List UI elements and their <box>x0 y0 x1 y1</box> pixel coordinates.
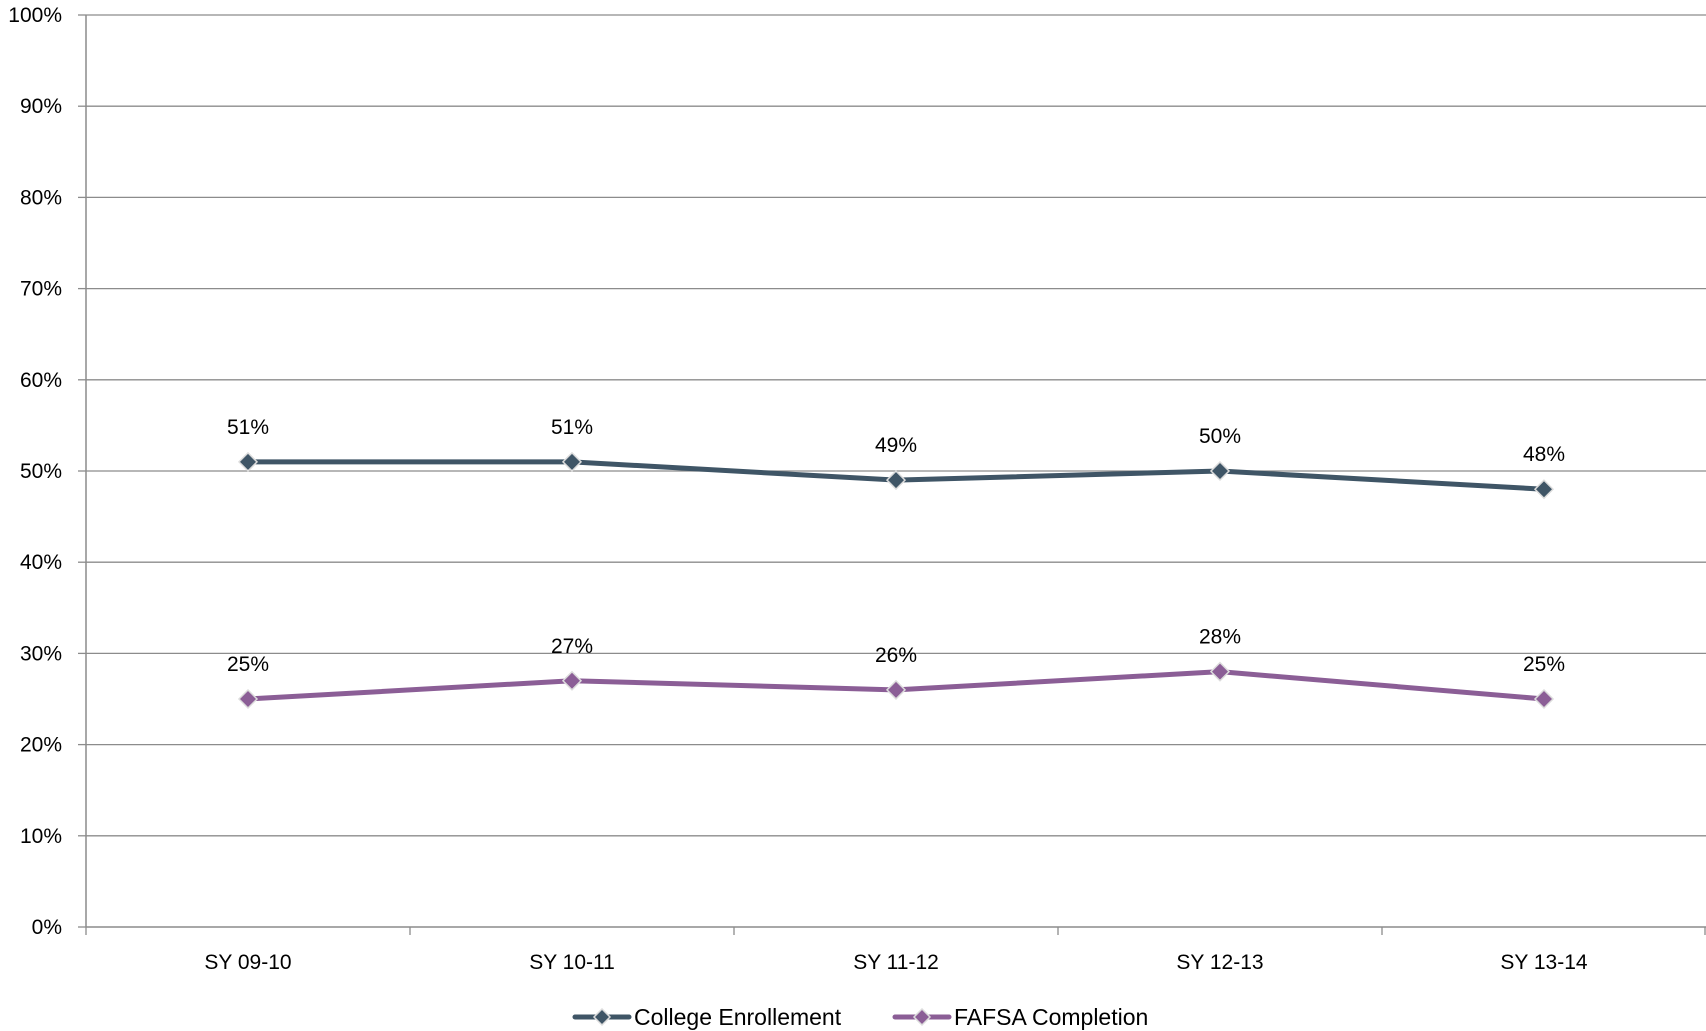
data-label: 28% <box>1199 626 1241 649</box>
legend-marker <box>592 1007 612 1027</box>
data-point <box>1533 688 1555 710</box>
y-tick-label: 90% <box>20 95 62 118</box>
y-tick-label: 40% <box>20 551 62 574</box>
data-label: 51% <box>227 416 269 439</box>
data-labels: 51% 51% 49% 50% 48% 25% 27% 26% 28% 25% <box>227 416 1565 676</box>
data-point <box>885 679 907 700</box>
y-tick-label: 100% <box>8 4 62 27</box>
data-label: 51% <box>551 416 593 439</box>
legend-label: FAFSA Completion <box>954 1004 1148 1030</box>
x-tick-label: SY 13-14 <box>1500 951 1587 974</box>
data-label: 50% <box>1199 425 1241 448</box>
y-tick-label: 80% <box>20 186 62 209</box>
data-label: 26% <box>875 644 917 667</box>
gridlines <box>86 14 1706 837</box>
data-point <box>885 470 907 491</box>
data-point <box>237 451 259 472</box>
x-tick-label: SY 11-12 <box>853 951 939 974</box>
y-tick-label: 30% <box>20 642 62 665</box>
data-label: 48% <box>1523 443 1565 466</box>
x-tick-label: SY 10-11 <box>529 951 615 974</box>
y-tick-label: 70% <box>20 278 62 301</box>
axes: 0% 10% 20% 30% 40% 50% 60% 70% 80% 90% 100% SY 09-1… <box>8 4 1706 974</box>
x-tick-label: SY 12-13 <box>1176 951 1263 974</box>
data-point <box>561 451 583 472</box>
data-point <box>561 670 583 691</box>
data-label: 25% <box>227 653 269 676</box>
data-point <box>1209 661 1231 682</box>
data-label: 27% <box>551 635 593 658</box>
legend: College Enrollement FAFSA Completion <box>572 1004 1148 1030</box>
x-tick-label: SY 09-10 <box>204 951 291 974</box>
data-point <box>237 688 259 710</box>
data-point <box>1533 479 1555 500</box>
y-tick-label: 50% <box>20 460 62 483</box>
y-tick-label: 60% <box>20 369 62 392</box>
data-point <box>1209 460 1231 482</box>
y-tick-label: 20% <box>20 734 62 757</box>
data-label: 49% <box>875 434 917 457</box>
data-label: 25% <box>1523 653 1565 676</box>
y-tick-label: 10% <box>20 825 62 848</box>
legend-marker <box>912 1007 932 1027</box>
legend-label: College Enrollement <box>634 1004 842 1030</box>
series-lines <box>237 451 1555 710</box>
y-tick-label: 0% <box>32 916 62 939</box>
